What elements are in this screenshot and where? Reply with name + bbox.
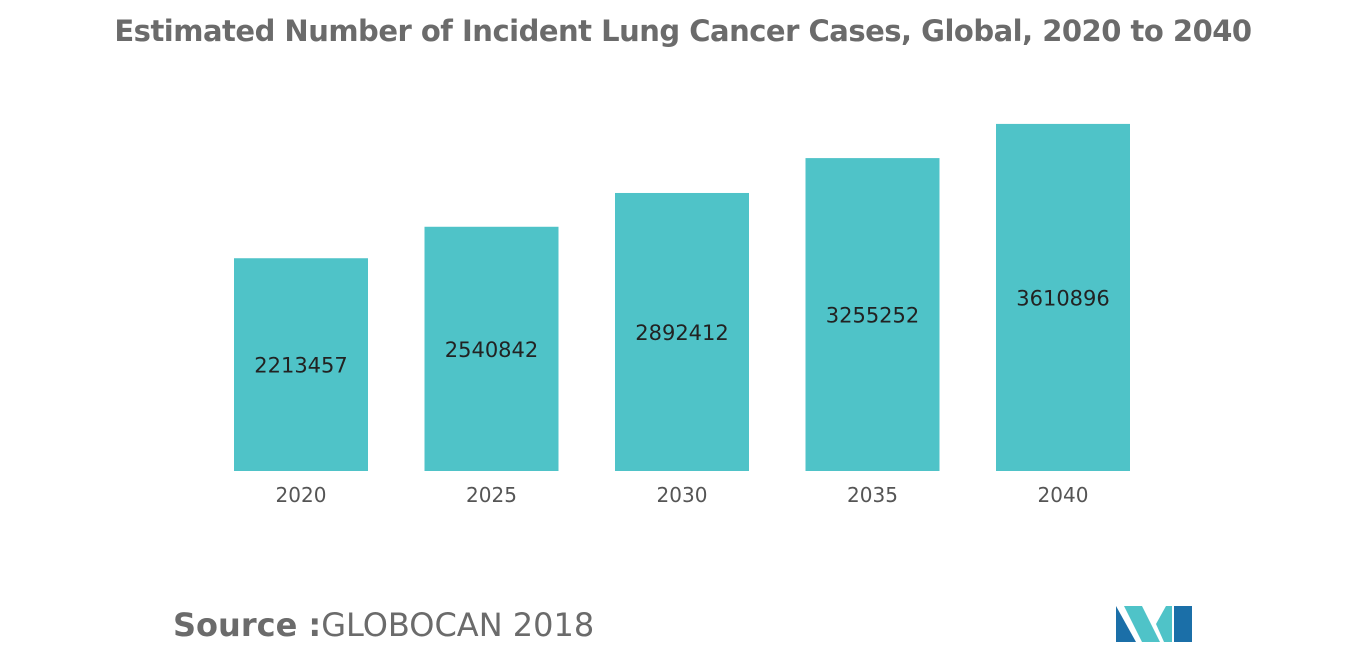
bar-chart: 2213457 2540842 2892412 3255252 3610896 2020… — [234, 123, 1130, 507]
data-label-2040: 3610896 — [1016, 286, 1110, 310]
x-tick-labels-group: 2020 2025 2030 2035 2040 — [276, 483, 1089, 507]
bar-2030 — [615, 192, 749, 471]
bar-2020 — [234, 258, 368, 471]
x-tick-label-2025: 2025 — [466, 483, 517, 507]
logo-right-dark-shape — [1174, 606, 1192, 642]
source-value: GLOBOCAN 2018 — [321, 606, 595, 644]
bar-2040 — [996, 123, 1130, 471]
logo-middle-shape — [1124, 606, 1160, 642]
mordor-intelligence-logo-icon — [1116, 606, 1192, 642]
bars-group — [234, 123, 1130, 471]
x-tick-label-2040: 2040 — [1038, 483, 1089, 507]
x-tick-label-2030: 2030 — [657, 483, 708, 507]
logo-left-shape — [1116, 606, 1136, 642]
bar-2025 — [424, 226, 559, 471]
data-label-2025: 2540842 — [445, 338, 539, 362]
bar-2035 — [805, 158, 940, 471]
chart-title: Estimated Number of Incident Lung Cancer… — [114, 14, 1252, 48]
data-labels-group: 2213457 2540842 2892412 3255252 3610896 — [254, 286, 1110, 377]
logo-right-light-shape — [1156, 606, 1172, 642]
source-label: Source : — [173, 606, 322, 644]
x-tick-label-2020: 2020 — [276, 483, 327, 507]
source-note: Source :GLOBOCAN 2018 — [173, 606, 594, 644]
data-label-2030: 2892412 — [635, 321, 729, 345]
x-tick-label-2035: 2035 — [847, 483, 898, 507]
data-label-2020: 2213457 — [254, 354, 348, 378]
data-label-2035: 3255252 — [826, 304, 920, 328]
